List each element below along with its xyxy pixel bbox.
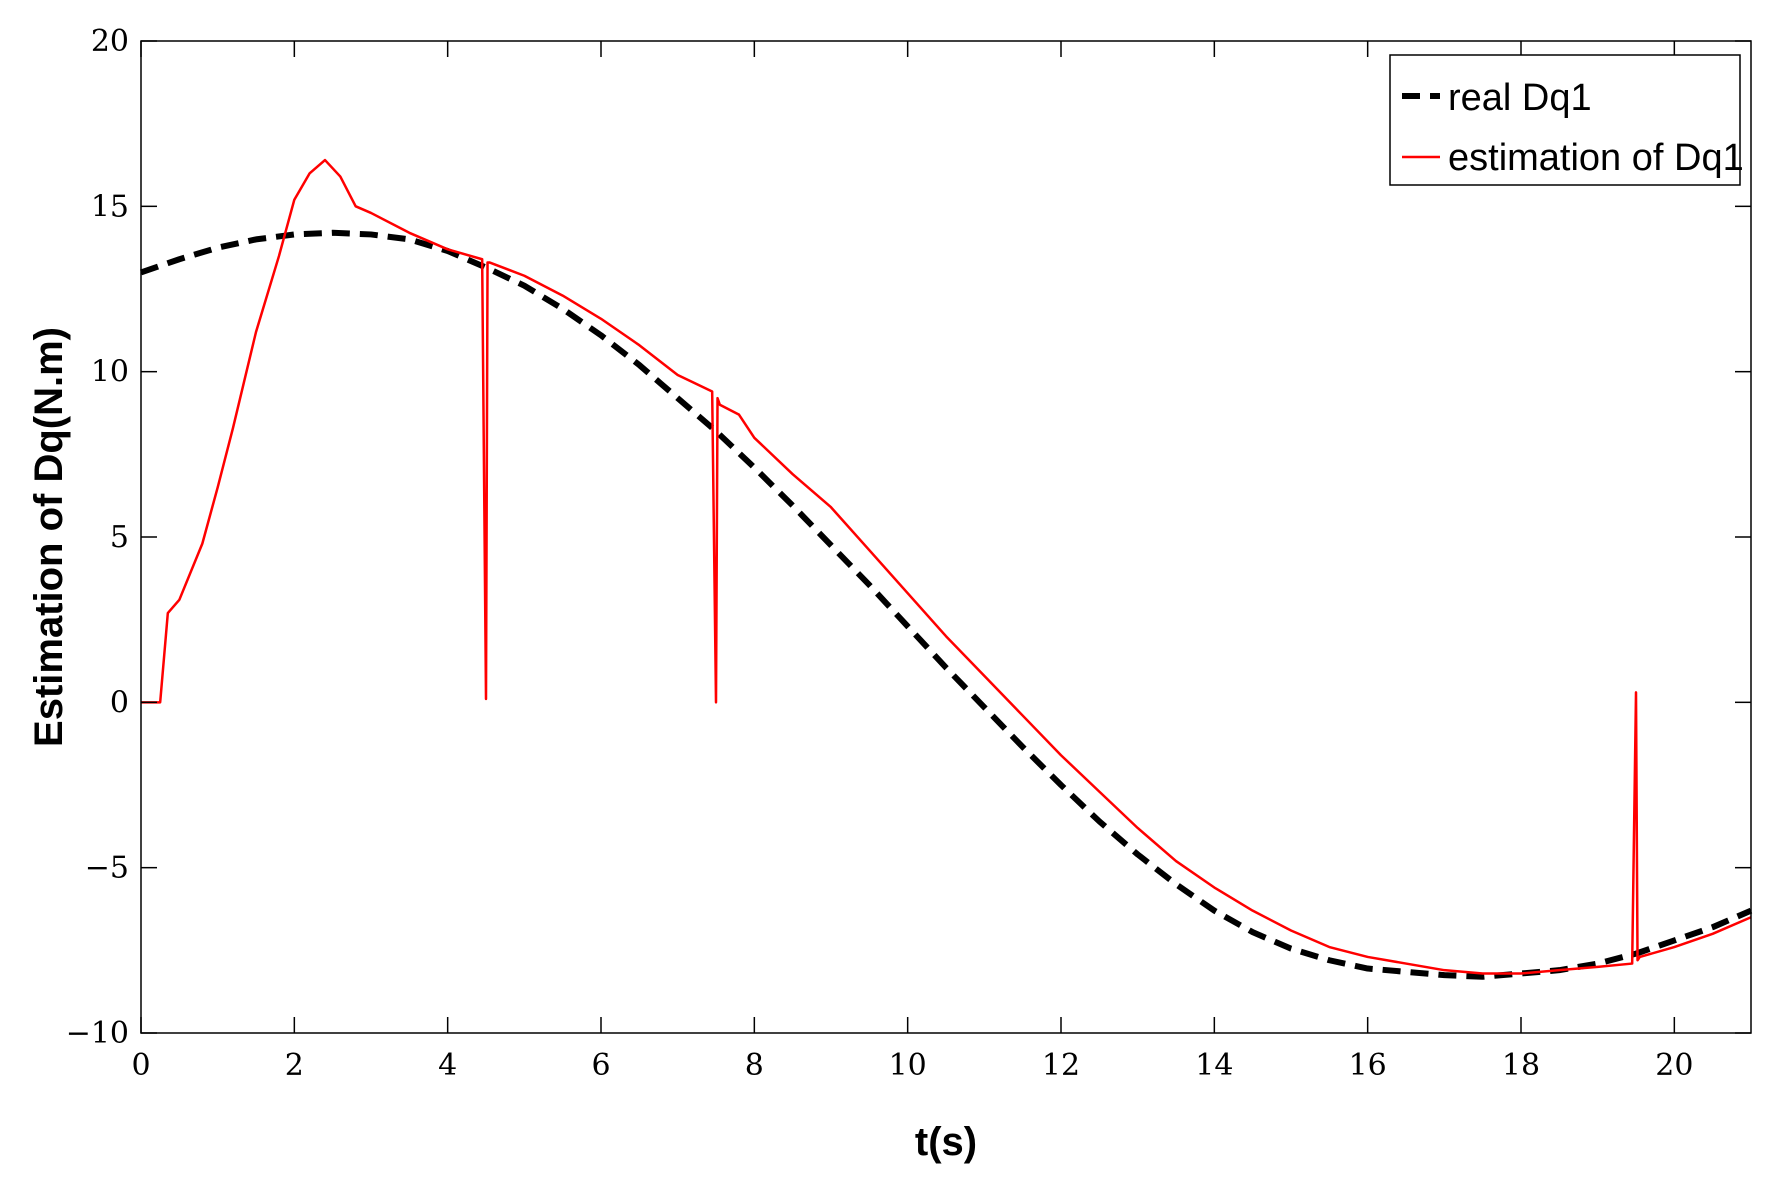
tick-labels: 0 2 4 6 8 10 12 14 16 18 20 −10 −5 0 5 10 15 20	[66, 24, 1694, 1083]
x-tick-label: 12	[1042, 1048, 1080, 1083]
y-tick-label: 20	[91, 24, 129, 59]
x-tick-label: 8	[745, 1048, 764, 1083]
x-tick-label: 2	[285, 1048, 304, 1083]
x-tick-label: 6	[591, 1048, 610, 1083]
y-tick-label: 10	[91, 355, 129, 390]
plot-background	[141, 41, 1751, 1033]
legend-box	[1389, 54, 1741, 186]
series-line-estimation-dq1	[141, 158, 1752, 975]
y-tick-label: 15	[91, 189, 129, 224]
x-tick-label: 10	[889, 1048, 927, 1083]
x-tick-label: 18	[1502, 1048, 1540, 1083]
legend-label-estimation: estimation of Dq1	[1448, 137, 1744, 179]
x-tick-label: 0	[131, 1048, 150, 1083]
series-layer	[140, 158, 1753, 980]
legend-label-real: real Dq1	[1448, 77, 1592, 119]
x-tick-label: 20	[1655, 1048, 1693, 1083]
x-axis-label: t(s)	[915, 1120, 977, 1164]
x-tick-label: 16	[1349, 1048, 1387, 1083]
x-tick-label: 4	[438, 1048, 457, 1083]
y-tick-label: −5	[85, 851, 129, 886]
y-tick-label: 0	[110, 685, 129, 720]
y-axis-label: Estimation of Dq(N.m)	[27, 327, 71, 747]
series-line-real-dq1	[140, 229, 1753, 980]
legend: real Dq1 estimation of Dq1	[1389, 54, 1744, 186]
y-tick-label: 5	[110, 520, 129, 555]
y-tick-label: −10	[66, 1016, 129, 1051]
x-tick-label: 14	[1195, 1048, 1233, 1083]
